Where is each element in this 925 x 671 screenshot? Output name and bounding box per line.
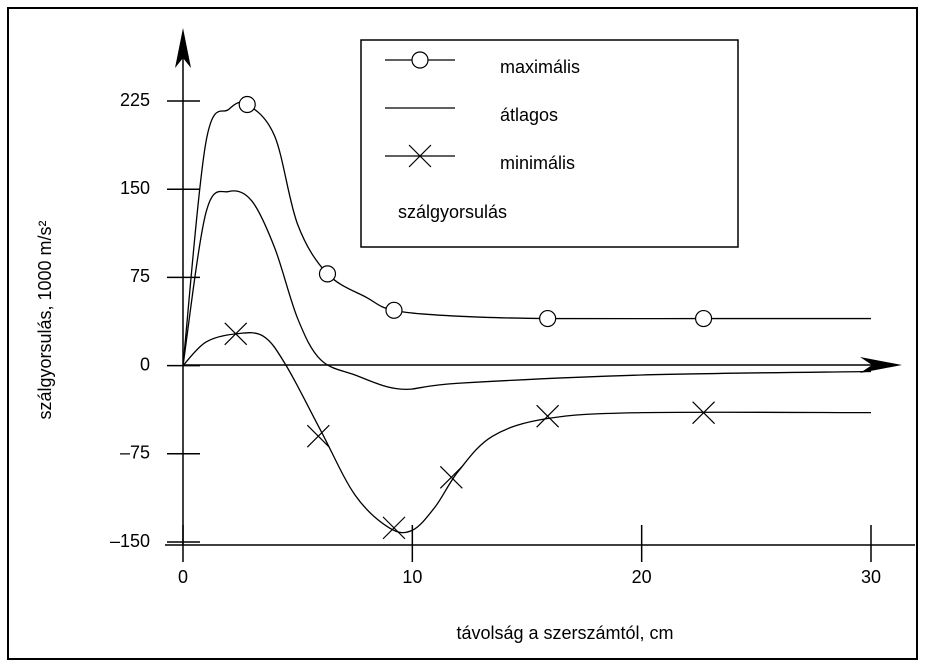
marker — [411, 51, 429, 69]
marker — [692, 401, 716, 425]
x-tick-label: 0 — [178, 567, 188, 587]
marker — [238, 95, 256, 114]
y-arrow — [175, 28, 191, 68]
x-tick-label: 30 — [861, 567, 881, 587]
marker — [536, 404, 560, 428]
marker — [439, 465, 463, 489]
y-tick-label: 0 — [140, 354, 150, 374]
x-tick-label: 10 — [402, 567, 422, 587]
y-tick-label: 150 — [120, 178, 150, 198]
x-axis-label: távolság a szerszámtól, cm — [456, 623, 673, 643]
y-tick-label: 75 — [130, 266, 150, 286]
marker — [318, 265, 337, 283]
marker — [408, 144, 432, 168]
legend-label: átlagos — [500, 105, 558, 125]
legend-title: szálgyorsulás — [398, 202, 507, 222]
line — [182, 190, 872, 391]
marker — [306, 424, 330, 448]
marker — [539, 309, 557, 328]
legend-label: maximális — [500, 57, 580, 77]
legend-label: minimális — [500, 153, 575, 173]
marker — [694, 309, 713, 328]
marker — [382, 516, 406, 540]
y-tick-label: –150 — [110, 531, 150, 551]
x-tick-label: 20 — [632, 567, 652, 587]
y-axis-label: szálgyorsulás, 1000 m/s² — [35, 220, 55, 419]
y-tick-label: –75 — [120, 443, 150, 463]
y-tick-label: 225 — [120, 90, 150, 110]
legend — [360, 39, 739, 248]
x-arrow — [860, 357, 902, 373]
marker — [385, 301, 403, 319]
marker — [224, 322, 248, 346]
